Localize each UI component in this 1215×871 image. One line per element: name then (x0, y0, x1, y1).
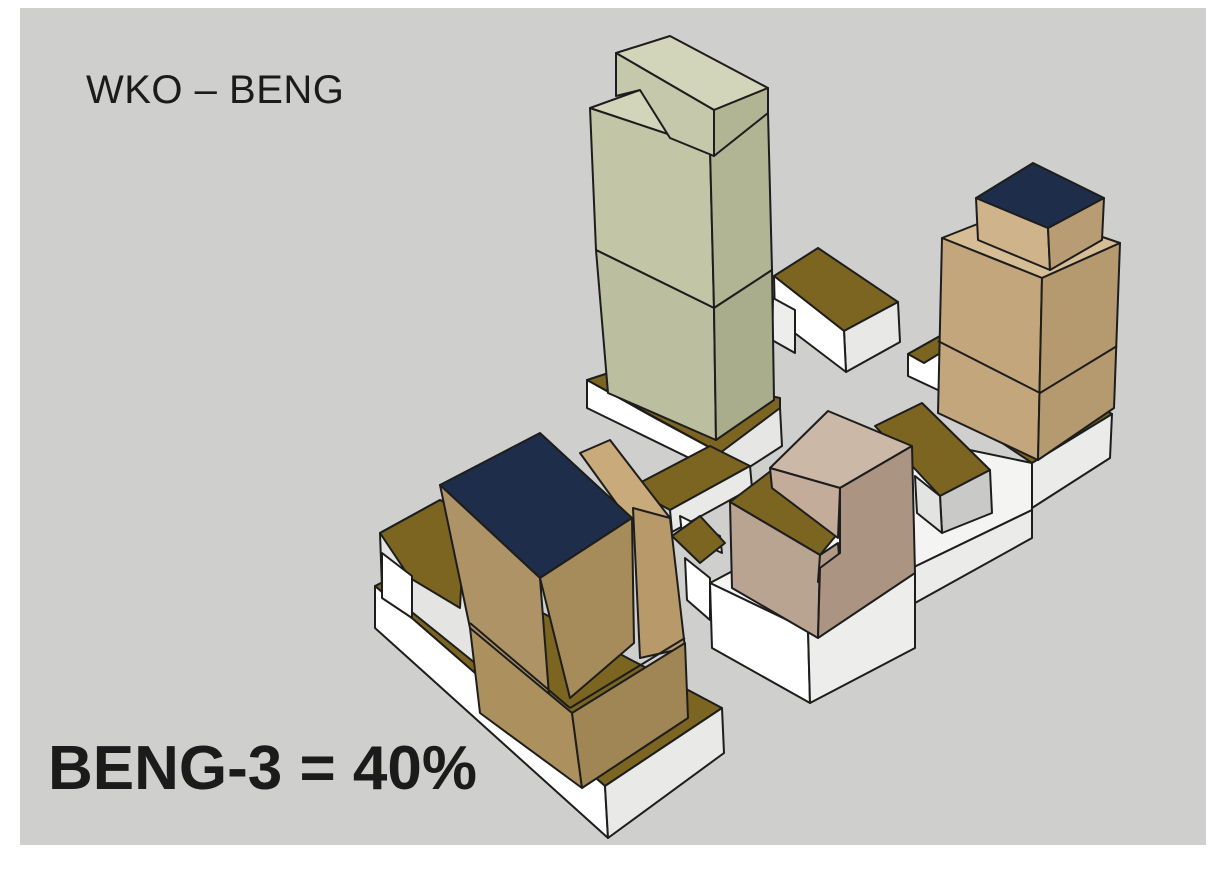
brown-tower (439, 432, 689, 789)
solar-square (874, 402, 993, 534)
tan-tower (937, 162, 1121, 461)
small-block-top-right (771, 247, 901, 373)
pink-block (729, 410, 916, 639)
beng-3-result-label: BENG-3 = 40% (48, 734, 478, 803)
diagram-canvas: WKO – BENG BENG-3 = 40% (20, 8, 1206, 845)
tall-sage-tower (589, 35, 775, 441)
diagram-title: WKO – BENG (86, 68, 345, 112)
building-massing-model (374, 35, 1121, 839)
solar-strip-left (671, 515, 726, 621)
